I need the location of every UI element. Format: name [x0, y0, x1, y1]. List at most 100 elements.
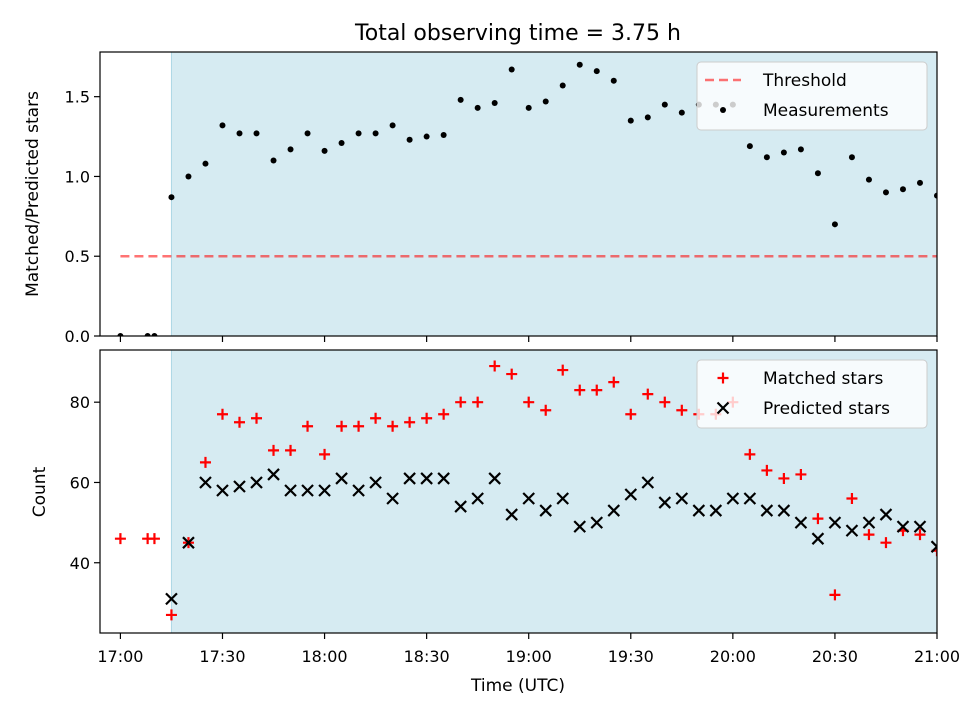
- matched-stars-point: [863, 529, 875, 541]
- matched-stars-point: [302, 420, 314, 432]
- predicted-stars-point: [471, 492, 484, 505]
- matched-stars-point: [148, 533, 160, 545]
- legend: Matched stars Predicted stars: [696, 359, 928, 429]
- matched-stars-point: [778, 472, 790, 484]
- matched-stars-point: [744, 448, 756, 460]
- x-tick-label: 20:00: [710, 647, 756, 666]
- matched-stars-point: [591, 384, 603, 396]
- measurement-point: [763, 154, 770, 161]
- matched-stars-point: [387, 420, 399, 432]
- predicted-stars-point: [879, 508, 893, 521]
- matched-stars-point: [472, 396, 484, 408]
- measurement-point: [542, 98, 549, 105]
- matched-stars-point: [114, 533, 126, 545]
- predicted-stars-point: [692, 504, 706, 517]
- measurement-point: [151, 333, 158, 336]
- matched-stars-point: [234, 416, 245, 428]
- matched-stars-point: [829, 589, 841, 601]
- predicted-stars-point: [811, 532, 825, 545]
- matched-stars-point: [659, 396, 671, 408]
- predicted-stars-point: [267, 468, 280, 481]
- x-tick-label: 19:30: [608, 647, 654, 666]
- measurement-point: [797, 146, 804, 153]
- axes-frame: [99, 349, 938, 634]
- x-tick-label: 18:30: [404, 647, 450, 666]
- predicted-stars-point: [403, 472, 416, 485]
- matched-stars-point: [455, 396, 467, 408]
- predicted-stars-point: [454, 500, 467, 513]
- y-tick-label: 1.5: [65, 88, 90, 107]
- predicted-stars-point: [641, 476, 655, 489]
- matched-stars-point: [608, 376, 620, 388]
- top-panel: 0.0 0.5 1.0 1.5 Threshold Measurements: [65, 51, 938, 346]
- measurement-point: [144, 333, 151, 336]
- matched-stars-point: [557, 364, 569, 376]
- measurement-point: [117, 333, 124, 336]
- measurement-point: [457, 96, 464, 103]
- matched-stars-point: [370, 412, 382, 424]
- y-tick-label: 0.0: [65, 327, 90, 346]
- measurement-point: [338, 139, 345, 146]
- bottom-x-axis-label: Time (UTC): [470, 676, 565, 696]
- predicted-stars-point: [862, 516, 876, 529]
- measurement-point: [270, 157, 277, 164]
- top-y-axis-label: Matched/Predicted stars: [23, 91, 43, 297]
- matched-stars-point: [625, 408, 637, 420]
- measurement-point: [882, 189, 889, 196]
- matched-stars-point: [165, 609, 177, 621]
- measurement-point: [304, 130, 311, 137]
- predicted-stars-point: [828, 516, 842, 529]
- measurement-point: [934, 192, 937, 199]
- predicted-stars-point: [573, 520, 587, 533]
- predicted-stars-point: [658, 496, 672, 509]
- matched-stars-point: [523, 396, 535, 408]
- measurement-point: [423, 133, 430, 140]
- legend-label: Predicted stars: [763, 399, 890, 419]
- measurement-point: [185, 173, 192, 180]
- measurement-point: [916, 179, 923, 186]
- measurement-point: [389, 122, 396, 129]
- measurement-point: [848, 154, 855, 161]
- measurement-point: [627, 117, 634, 124]
- measurement-point: [474, 104, 481, 111]
- matched-stars-point: [949, 549, 960, 560]
- measurement-point: [576, 61, 583, 68]
- measurement-point: [236, 130, 243, 137]
- legend-box: [696, 61, 928, 131]
- matched-stars-point: [336, 420, 348, 432]
- matched-stars-point: [404, 416, 416, 428]
- measurement-point: [321, 147, 328, 154]
- predicted-stars-point: [930, 540, 937, 553]
- predicted-stars-point: [777, 504, 791, 517]
- predicted-stars-point: [250, 476, 263, 489]
- matched-stars-point: [268, 444, 280, 456]
- legend-label: Matched stars: [763, 369, 883, 389]
- measurement-point: [593, 68, 600, 75]
- matched-stars-point: [489, 360, 501, 372]
- predicted-stars-point: [590, 516, 604, 529]
- predicted-stars-point: [896, 520, 910, 533]
- matched-stars-point: [574, 384, 586, 396]
- measurement-point: [406, 136, 413, 143]
- matched-stars-point: [880, 537, 892, 549]
- measurement-point: [168, 194, 175, 201]
- predicted-stars-point: [743, 492, 757, 505]
- predicted-stars-point: [709, 504, 723, 517]
- matched-stars-point: [795, 468, 807, 480]
- measurement-point: [202, 160, 209, 167]
- measurement-point: [219, 122, 226, 129]
- matched-stars-point: [438, 408, 450, 420]
- measurement-point: [559, 82, 566, 89]
- measurement-point: [644, 114, 651, 121]
- y-tick-label: 1.0: [65, 167, 90, 186]
- x-tick-label: 18:00: [302, 647, 348, 666]
- matched-stars-point: [285, 444, 297, 456]
- measurement-point: [610, 77, 617, 84]
- legend: Threshold Measurements: [696, 61, 928, 131]
- measurement-point: [287, 146, 294, 153]
- matched-stars-point: [761, 464, 773, 476]
- matched-stars-point: [216, 408, 228, 420]
- y-tick-label: 80: [70, 393, 90, 412]
- predicted-stars-point: [318, 484, 331, 497]
